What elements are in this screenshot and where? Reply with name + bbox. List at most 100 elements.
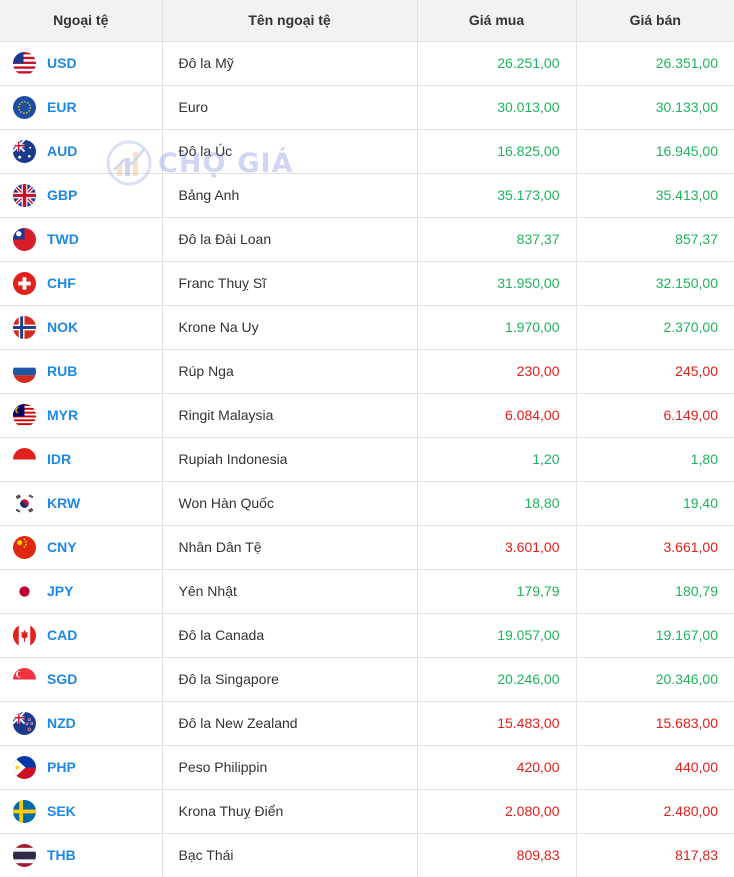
currency-code-link[interactable]: NZD	[47, 715, 76, 731]
au-flag-icon	[13, 139, 36, 163]
header-sell-price: Giá bán	[576, 0, 734, 42]
currency-code-link[interactable]: PHP	[47, 759, 76, 775]
currency-code-cell: CNY	[0, 525, 163, 570]
header-buy-price: Giá mua	[417, 0, 577, 42]
currency-code-cell: SGD	[0, 657, 163, 702]
currency-name: Rúp Nga	[162, 349, 418, 394]
currency-name: Bạc Thái	[162, 833, 418, 877]
currency-name: Yên Nhật	[162, 569, 418, 614]
currency-code-cell: PHP	[0, 745, 163, 790]
currency-code-link[interactable]: MYR	[47, 407, 79, 423]
buy-price: 1,20	[417, 437, 577, 482]
nz-flag-icon	[13, 711, 36, 735]
currency-code-cell: MYR	[0, 393, 163, 438]
currency-code-cell: EUR	[0, 85, 163, 130]
currency-name: Bảng Anh	[162, 173, 418, 218]
currency-name: Đô la Singapore	[162, 657, 418, 702]
currency-name: Đô la New Zealand	[162, 701, 418, 746]
ca-flag-icon	[13, 623, 36, 647]
buy-price: 230,00	[417, 349, 577, 394]
currency-code-link[interactable]: JPY	[47, 583, 74, 599]
buy-price: 837,37	[417, 217, 577, 262]
currency-code-link[interactable]: AUD	[47, 143, 78, 159]
currency-code-cell: JPY	[0, 569, 163, 614]
currency-code-cell: KRW	[0, 481, 163, 526]
sell-price: 1,80	[576, 437, 734, 482]
currency-code-link[interactable]: NOK	[47, 319, 79, 335]
buy-price: 179,79	[417, 569, 577, 614]
buy-price: 18,80	[417, 481, 577, 526]
id-flag-icon	[13, 447, 36, 471]
currency-name: Đô la Canada	[162, 613, 418, 658]
tw-flag-icon	[13, 227, 36, 251]
ru-flag-icon	[13, 359, 36, 383]
gb-flag-icon	[13, 183, 36, 207]
buy-price: 30.013,00	[417, 85, 577, 130]
currency-name: Won Hàn Quốc	[162, 481, 418, 526]
table-row: NZD Đô la New Zealand 15.483,00 15.683,00	[0, 701, 734, 746]
buy-price: 31.950,00	[417, 261, 577, 306]
eu-flag-icon	[13, 95, 36, 119]
sell-price: 2.370,00	[576, 305, 734, 350]
currency-code-link[interactable]: IDR	[47, 451, 72, 467]
buy-price: 26.251,00	[417, 41, 577, 86]
currency-code-link[interactable]: KRW	[47, 495, 81, 511]
currency-name: Nhân Dân Tệ	[162, 525, 418, 570]
buy-price: 15.483,00	[417, 701, 577, 746]
sell-price: 180,79	[576, 569, 734, 614]
currency-code-cell: NOK	[0, 305, 163, 350]
sell-price: 15.683,00	[576, 701, 734, 746]
table-row: KRW Won Hàn Quốc 18,80 19,40	[0, 481, 734, 526]
table-row: SEK Krona Thuỵ Điển 2.080,00 2.480,00	[0, 789, 734, 834]
currency-code-link[interactable]: TWD	[47, 231, 79, 247]
buy-price: 35.173,00	[417, 173, 577, 218]
ch-flag-icon	[13, 271, 36, 295]
currency-code-link[interactable]: EUR	[47, 99, 77, 115]
currency-code-link[interactable]: CHF	[47, 275, 76, 291]
table-row: GBP Bảng Anh 35.173,00 35.413,00	[0, 173, 734, 218]
table-row: CHF Franc Thuỵ Sĩ 31.950,00 32.150,00	[0, 261, 734, 306]
currency-code-link[interactable]: USD	[47, 55, 77, 71]
table-row: RUB Rúp Nga 230,00 245,00	[0, 349, 734, 394]
sell-price: 3.661,00	[576, 525, 734, 570]
currency-code-link[interactable]: SEK	[47, 803, 76, 819]
currency-name: Đô la Úc	[162, 129, 418, 174]
sell-price: 32.150,00	[576, 261, 734, 306]
table-row: JPY Yên Nhật 179,79 180,79	[0, 569, 734, 614]
se-flag-icon	[13, 799, 36, 823]
no-flag-icon	[13, 315, 36, 339]
currency-code-cell: GBP	[0, 173, 163, 218]
jp-flag-icon	[13, 579, 36, 603]
th-flag-icon	[13, 843, 36, 867]
header-name: Tên ngoại tệ	[162, 0, 418, 42]
table-row: USD Đô la Mỹ 26.251,00 26.351,00	[0, 41, 734, 86]
buy-price: 3.601,00	[417, 525, 577, 570]
buy-price: 2.080,00	[417, 789, 577, 834]
currency-name: Peso Philippin	[162, 745, 418, 790]
currency-code-link[interactable]: THB	[47, 847, 76, 863]
currency-name: Đô la Đài Loan	[162, 217, 418, 262]
currency-name: Krona Thuỵ Điển	[162, 789, 418, 834]
sell-price: 817,83	[576, 833, 734, 877]
currency-name: Đô la Mỹ	[162, 41, 418, 86]
table-row: THB Bạc Thái 809,83 817,83	[0, 833, 734, 877]
header-code: Ngoại tệ	[0, 0, 163, 42]
currency-code-link[interactable]: CNY	[47, 539, 77, 555]
buy-price: 420,00	[417, 745, 577, 790]
table-header-row: Ngoại tệ Tên ngoại tệ Giá mua Giá bán	[0, 0, 734, 42]
currency-code-link[interactable]: RUB	[47, 363, 78, 379]
currency-name: Rupiah Indonesia	[162, 437, 418, 482]
buy-price: 809,83	[417, 833, 577, 877]
currency-code-cell: USD	[0, 41, 163, 86]
sell-price: 19,40	[576, 481, 734, 526]
currency-code-link[interactable]: SGD	[47, 671, 78, 687]
currency-code-cell: TWD	[0, 217, 163, 262]
table-row: NOK Krone Na Uy 1.970,00 2.370,00	[0, 305, 734, 350]
currency-code-cell: CHF	[0, 261, 163, 306]
table-row: CNY Nhân Dân Tệ 3.601,00 3.661,00	[0, 525, 734, 570]
currency-name: Ringit Malaysia	[162, 393, 418, 438]
buy-price: 16.825,00	[417, 129, 577, 174]
currency-code-link[interactable]: CAD	[47, 627, 78, 643]
currency-code-link[interactable]: GBP	[47, 187, 78, 203]
